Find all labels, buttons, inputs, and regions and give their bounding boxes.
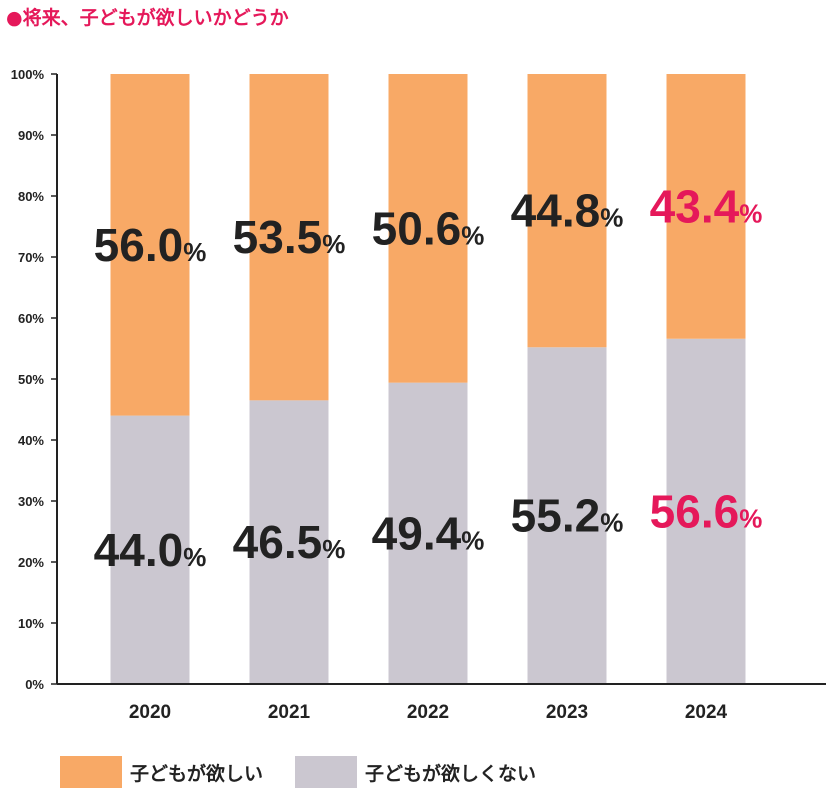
bar-not-want-2023 [527, 347, 607, 684]
y-tick-label: 0% [25, 677, 44, 692]
y-tick-label: 60% [18, 311, 44, 326]
bar-not-want-2022 [388, 382, 468, 684]
bar-not-want-2024 [666, 338, 746, 684]
legend: 子どもが欲しい 子どもが欲しくない [60, 756, 568, 788]
x-tick-label-2020: 2020 [129, 702, 171, 723]
y-tick-label: 40% [18, 433, 44, 448]
data-label-not-want-2021: 46.5% [233, 516, 346, 568]
data-label-want-2023: 44.8% [511, 185, 624, 237]
legend-item-not-want: 子どもが欲しくない [295, 756, 536, 788]
data-label-want-2022: 50.6% [372, 202, 485, 254]
bar-want-2024 [666, 74, 746, 339]
bar-want-2020 [110, 74, 190, 416]
bar-want-2022 [388, 74, 468, 383]
y-tick-label: 90% [18, 128, 44, 143]
y-tick-label: 20% [18, 555, 44, 570]
bar-not-want-2021 [249, 400, 329, 684]
legend-label-not-want: 子どもが欲しくない [365, 762, 537, 785]
x-tick-label-2021: 2021 [268, 702, 311, 723]
y-tick-label: 80% [18, 189, 44, 204]
stacked-bar-chart: 0% 10% 20% 30% 40% 50% 60% 70% 80% 90% 100% 44.0% 56… [11, 67, 826, 723]
x-tick-label-2022: 2022 [407, 702, 449, 723]
data-label-not-want-2024: 56.6% [650, 485, 763, 537]
data-label-want-2020: 56.0% [94, 219, 207, 271]
bar-not-want-2020 [110, 415, 190, 684]
legend-item-want: 子どもが欲しい [60, 756, 263, 788]
data-label-not-want-2020: 44.0% [94, 524, 207, 576]
data-label-not-want-2023: 55.2% [511, 490, 624, 542]
x-tick-label-2023: 2023 [546, 702, 588, 723]
data-label-want-2021: 53.5% [233, 211, 346, 263]
bar-want-2023 [527, 74, 607, 348]
data-label-want-2024: 43.4% [650, 180, 763, 232]
title-text: ●将来、子どもが欲しいかどうか [6, 7, 289, 29]
y-tick-label: 30% [18, 494, 44, 509]
legend-swatch-not-want [295, 756, 358, 788]
x-tick-label-2024: 2024 [685, 702, 728, 723]
legend-swatch-want [60, 756, 122, 788]
y-tick-label: 70% [18, 250, 44, 265]
y-tick-label: 10% [18, 616, 44, 631]
y-tick-label: 50% [18, 372, 44, 387]
chart-title: ●将来、子どもが欲しいかどうか [6, 3, 289, 30]
bar-want-2021 [249, 74, 329, 401]
y-tick-label: 100% [11, 67, 45, 82]
legend-label-want: 子どもが欲しい [130, 762, 264, 785]
data-label-not-want-2022: 49.4% [372, 507, 485, 559]
